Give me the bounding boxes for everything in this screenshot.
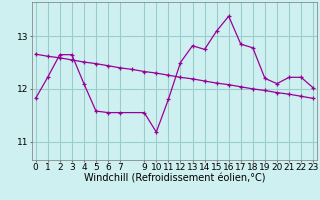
X-axis label: Windchill (Refroidissement éolien,°C): Windchill (Refroidissement éolien,°C) [84, 174, 265, 184]
